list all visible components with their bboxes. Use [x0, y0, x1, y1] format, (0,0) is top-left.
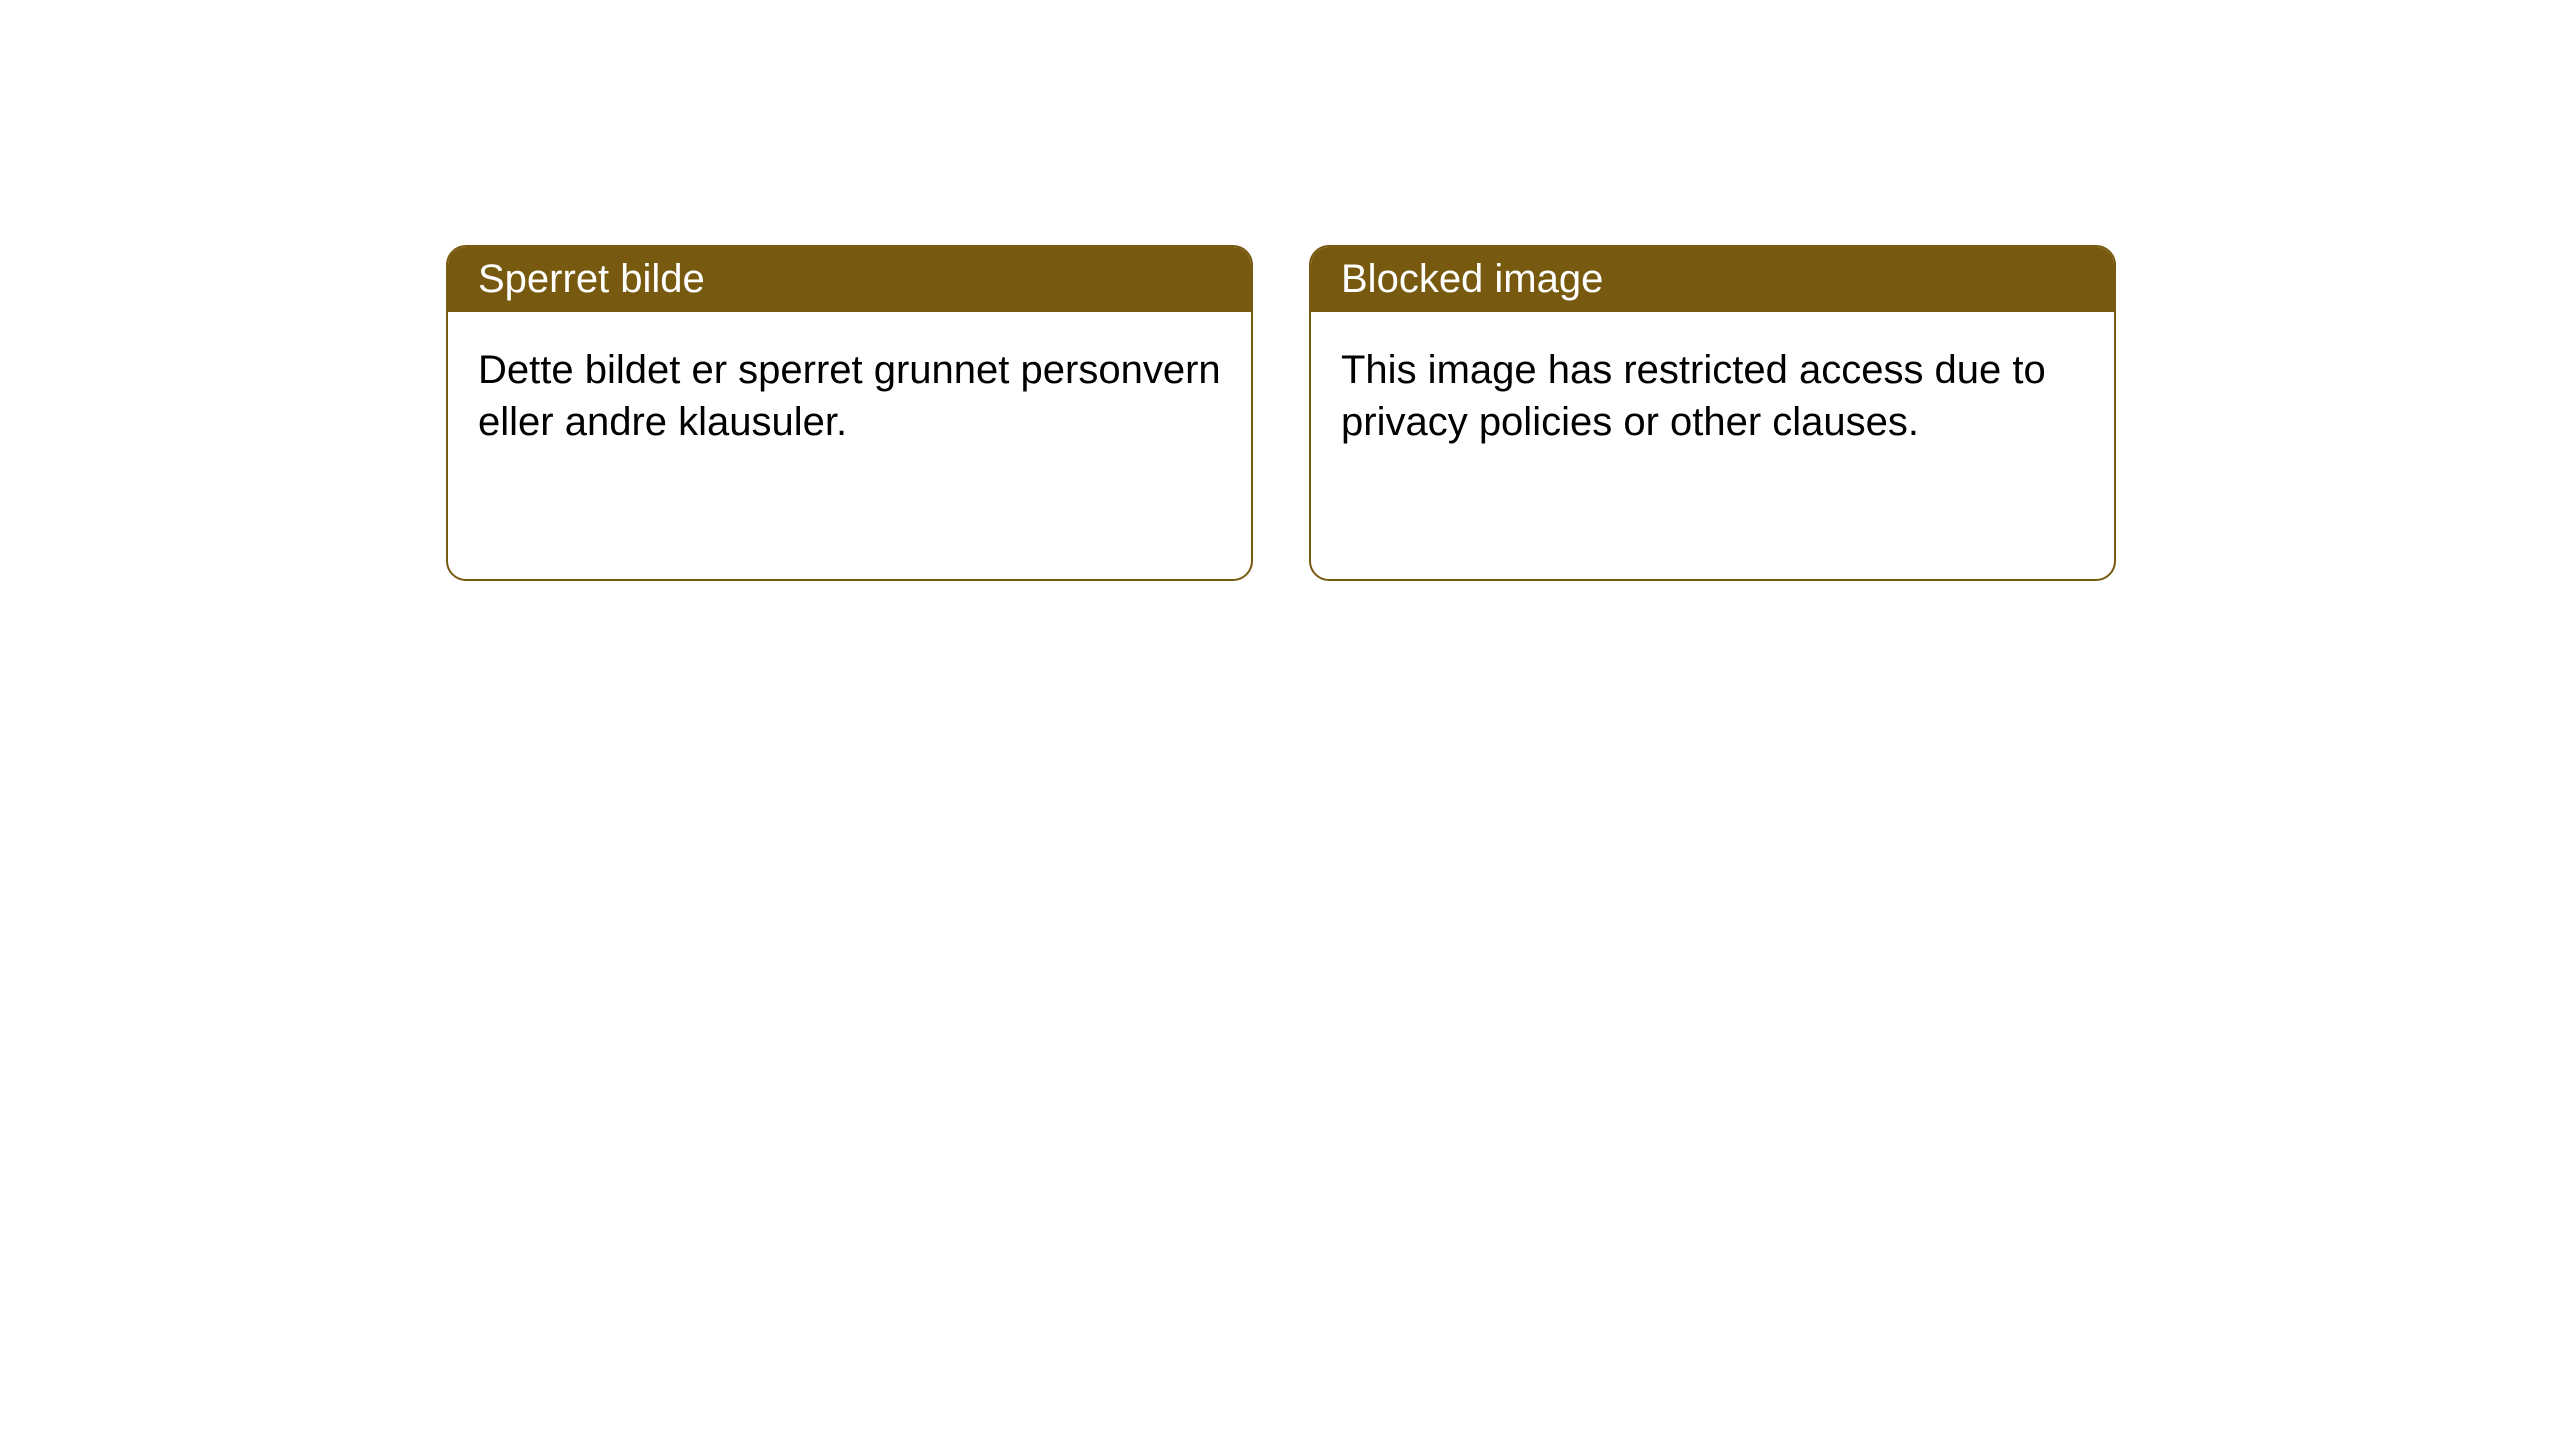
card-body-no: Dette bildet er sperret grunnet personve…	[448, 312, 1251, 480]
card-header-no: Sperret bilde	[448, 247, 1251, 312]
card-body-text-en: This image has restricted access due to …	[1341, 348, 2046, 444]
card-container: Sperret bilde Dette bildet er sperret gr…	[446, 245, 2560, 581]
blocked-image-card-en: Blocked image This image has restricted …	[1309, 245, 2116, 581]
card-title-no: Sperret bilde	[478, 257, 705, 301]
blocked-image-card-no: Sperret bilde Dette bildet er sperret gr…	[446, 245, 1253, 581]
card-body-en: This image has restricted access due to …	[1311, 312, 2114, 480]
card-body-text-no: Dette bildet er sperret grunnet personve…	[478, 348, 1221, 444]
card-header-en: Blocked image	[1311, 247, 2114, 312]
card-title-en: Blocked image	[1341, 257, 1603, 301]
